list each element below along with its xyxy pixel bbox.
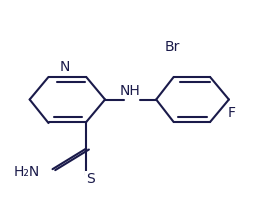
Text: NH: NH <box>120 84 141 98</box>
Text: N: N <box>60 60 70 74</box>
Text: S: S <box>86 172 95 186</box>
Text: Br: Br <box>165 40 180 54</box>
Text: F: F <box>228 106 236 120</box>
Text: H₂N: H₂N <box>14 165 40 179</box>
